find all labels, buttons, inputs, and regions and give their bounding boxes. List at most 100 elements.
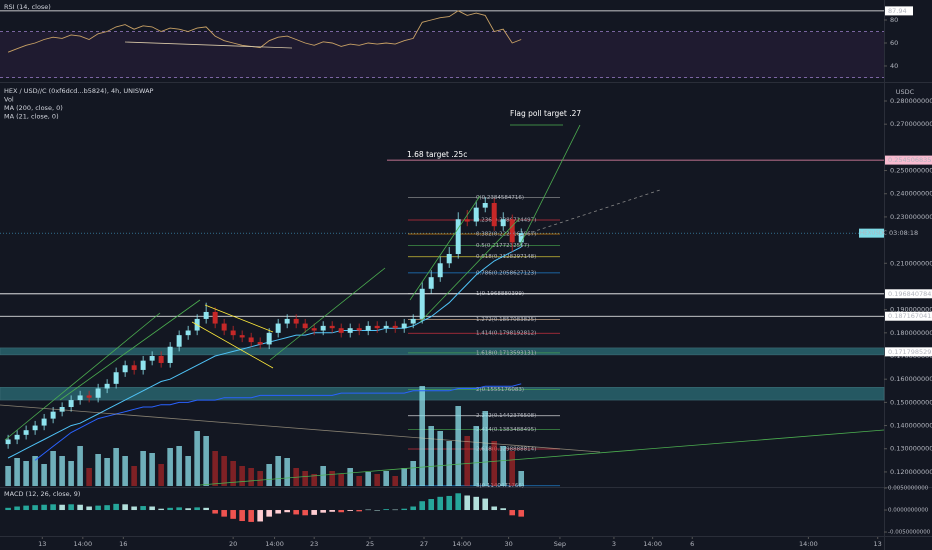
volume-bar	[77, 446, 83, 486]
macd-bar	[518, 510, 525, 517]
x-tick-label: 6	[690, 540, 694, 548]
channel-line	[419, 217, 521, 323]
macd-bar	[185, 508, 191, 511]
candle-body	[131, 365, 137, 370]
macd-bar	[68, 504, 74, 511]
macd-bar	[140, 506, 146, 511]
trendline	[0, 404, 601, 453]
volume-bar	[401, 468, 407, 486]
macd-bar	[374, 510, 380, 511]
volume-bar	[356, 476, 362, 486]
candle-body	[122, 365, 128, 373]
fib-label: 2.414(0.1383488495)	[476, 427, 536, 433]
x-tick-label: 27	[420, 540, 428, 548]
price-label-box	[885, 289, 932, 299]
fib-label: 2(0.1555176083)	[476, 387, 524, 393]
volume-bar	[149, 453, 155, 486]
candle-body	[383, 325, 389, 329]
annotation: 1.68 target .25c	[407, 150, 467, 159]
volume-bar	[158, 464, 164, 486]
rsi-band-fill	[0, 32, 884, 78]
macd-bar	[491, 506, 498, 511]
candle-body	[509, 219, 515, 243]
volume-bar	[500, 446, 507, 486]
price-label: 0.1968407842	[888, 290, 932, 298]
x-tick-label: 3	[612, 540, 616, 548]
volume-bar	[113, 448, 119, 486]
macd-bar	[131, 506, 137, 511]
rsi-tick-label: 40	[890, 62, 898, 70]
countdown: 03:08:18	[889, 229, 918, 237]
price-label: 0.2545068353	[888, 156, 932, 164]
candle-body	[374, 325, 380, 329]
candle-body	[419, 288, 425, 319]
candle-body	[491, 203, 497, 227]
volume-bar	[428, 426, 434, 486]
macd-bar	[41, 504, 47, 511]
candle-body	[473, 207, 479, 222]
moving-average	[7, 246, 522, 459]
macd-bar	[59, 504, 65, 511]
macd-bar	[266, 510, 272, 517]
volume-bar	[464, 436, 471, 486]
volume-bar	[122, 456, 128, 486]
candle-body	[32, 425, 38, 431]
volume-bar	[338, 474, 344, 486]
candle-body	[293, 318, 299, 324]
volume-bar	[203, 436, 209, 486]
drawings	[0, 41, 885, 486]
candle-body	[23, 430, 29, 435]
volume-bar	[50, 451, 56, 486]
volume-bar	[104, 458, 110, 486]
candle-body	[59, 407, 65, 412]
volume-bar	[248, 468, 254, 486]
rsi-hline-label: 87.94	[888, 7, 907, 15]
macd-bar	[383, 509, 389, 511]
macd-bar	[329, 510, 335, 512]
candle-body	[266, 332, 272, 345]
macd-bar	[248, 510, 254, 522]
volume-bar	[212, 451, 218, 486]
fib-label: 0(0.2384584716)	[476, 195, 524, 201]
volume-bar	[275, 456, 281, 486]
macd-bar	[77, 504, 83, 511]
x-tick-label: 16	[119, 540, 127, 548]
fib-label: 0.5(0.2177232557)	[476, 243, 529, 249]
x-tick-label: 14:00	[73, 540, 92, 548]
annotation: Flag poll target .27	[510, 109, 581, 118]
macd-bar	[221, 510, 227, 517]
candle-body	[185, 330, 191, 336]
fib-label: 3(0.1140471766)	[476, 483, 524, 489]
rsi-divergence	[124, 41, 293, 49]
candle-body	[50, 411, 56, 419]
x-tick-label: 25	[366, 540, 374, 548]
macd-bar	[122, 504, 128, 511]
macd-bar	[410, 506, 416, 511]
x-tick-label: Sep	[554, 540, 566, 548]
candle-body	[95, 388, 101, 398]
price-label-box	[885, 311, 932, 321]
fib-label: 0.236(0.2286714497)	[476, 217, 536, 223]
candle-body	[5, 439, 11, 445]
candle-body	[14, 434, 20, 440]
zone	[0, 347, 885, 356]
candle-body	[356, 328, 362, 331]
macd-bar	[392, 509, 398, 511]
macd-bar	[176, 507, 182, 511]
macd-bar	[428, 499, 434, 511]
macd-bar	[365, 509, 371, 511]
candle-body	[176, 335, 182, 347]
volume-bar	[194, 431, 200, 486]
fib-label: 1.272(0.1857083825)	[476, 317, 536, 323]
volume-bar	[365, 472, 371, 486]
candle-body	[500, 219, 506, 227]
macd-bar	[50, 504, 56, 511]
volume-bar	[140, 451, 146, 486]
projection-line	[519, 124, 581, 246]
candle-body	[284, 318, 290, 324]
macd-bar	[356, 510, 362, 512]
